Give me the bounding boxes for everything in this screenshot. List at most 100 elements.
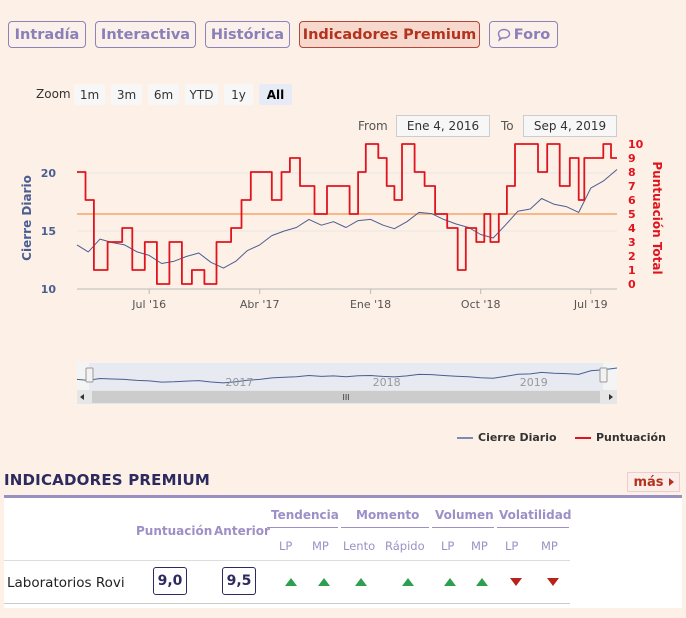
sub-momento-rapido: Rápido: [385, 539, 425, 553]
group-underline: [341, 527, 429, 528]
arrow-up-icon: [318, 578, 330, 586]
tab-label: Intradía: [14, 26, 80, 43]
sub-tendencia-lp: LP: [279, 539, 293, 553]
y-right-tick-label: 4: [628, 222, 636, 235]
y-left-tick-label: 20: [41, 167, 57, 180]
legend-item-puntuacion[interactable]: Puntuación: [575, 431, 666, 444]
tab-label: Indicadores Premium: [302, 26, 477, 43]
row-company-name[interactable]: Laboratorios Rovi: [7, 575, 125, 591]
zoom-3m-button[interactable]: 3m: [111, 84, 142, 105]
y-axis-right-title: Puntuación Total: [650, 161, 664, 274]
header-momento: Momento: [356, 508, 420, 522]
legend-swatch: [575, 436, 591, 439]
range-to-label: To: [501, 119, 514, 133]
header-puntuacion: Puntuación: [136, 524, 213, 538]
tab-label: Histórica: [210, 26, 285, 43]
navigator[interactable]: 2017 2018 2019 III: [76, 362, 618, 404]
x-tick-label: Jul '19: [573, 298, 608, 311]
tab-historica[interactable]: Histórica: [205, 21, 290, 48]
tab-label: Foro: [513, 26, 551, 43]
navigator-left-handle[interactable]: [85, 367, 94, 383]
y-right-tick-label: 0: [628, 278, 636, 291]
row-divider: [4, 603, 570, 604]
navigator-year-label: 2017: [225, 376, 253, 389]
caret-right-icon: [668, 478, 674, 486]
previous-score-box: 9,5: [222, 567, 256, 595]
header-volumen: Volumen: [435, 508, 494, 522]
sub-momento-lento: Lento: [343, 539, 376, 553]
y-left-tick-label: 10: [41, 283, 57, 296]
section-divider: [4, 495, 682, 498]
y-right-tick-label: 6: [628, 194, 636, 207]
x-tick-label: Oct '18: [461, 298, 501, 311]
legend-swatch: [457, 436, 473, 439]
header-divider: [4, 560, 570, 561]
arrow-down-icon: [547, 578, 559, 586]
navigator-year-label: 2019: [520, 376, 548, 389]
navigator-series-line: [76, 367, 618, 384]
scroll-left-arrow-icon[interactable]: [80, 394, 84, 400]
arrow-up-icon: [285, 578, 297, 586]
x-tick-label: Jul '16: [131, 298, 166, 311]
arrow-up-icon: [444, 578, 456, 586]
zoom-label: Zoom: [36, 87, 71, 101]
sub-volumen-lp: LP: [441, 539, 455, 553]
series-line-puntuacion: [77, 143, 617, 285]
score-box: 9,0: [153, 567, 187, 595]
legend-item-cierre[interactable]: Cierre Diario: [457, 431, 557, 444]
group-underline: [432, 527, 494, 528]
y-left-tick-label: 15: [41, 225, 56, 238]
y-right-tick-label: 10: [628, 138, 644, 151]
tab-intradia[interactable]: Intradía: [8, 21, 86, 48]
premium-table: Puntuación Anterior Tendencia LP MP Mome…: [4, 498, 682, 608]
arrow-down-icon: [510, 578, 522, 586]
tab-interactiva[interactable]: Interactiva: [95, 21, 196, 48]
sub-volatilidad-mp: MP: [541, 539, 558, 553]
scrollbar-grip: III: [342, 393, 349, 402]
arrow-up-icon: [402, 578, 414, 586]
sub-tendencia-mp: MP: [312, 539, 329, 553]
price-score-chart: Jul '16 Abr '17 Ene '18 Oct '18 Jul '19 1015…: [20, 138, 664, 404]
y-right-tick-label: 5: [628, 208, 636, 221]
range-to-input[interactable]: Sep 4, 2019: [523, 115, 617, 137]
tab-foro[interactable]: Foro: [489, 21, 558, 48]
y-axis-left-title: Cierre Diario: [20, 175, 34, 261]
arrow-up-icon: [355, 578, 367, 586]
x-tick-label: Ene '18: [350, 298, 391, 311]
y-right-tick-label: 3: [628, 236, 636, 249]
navigator-scrollbar-thumb[interactable]: [92, 391, 600, 403]
y-right-tick-label: 2: [628, 250, 636, 263]
group-underline: [267, 527, 338, 528]
y-right-tick-label: 8: [628, 166, 636, 179]
sub-volumen-mp: MP: [471, 539, 488, 553]
zoom-ytd-button[interactable]: YTD: [185, 84, 218, 105]
zoom-1y-button[interactable]: 1y: [224, 84, 253, 105]
header-volatilidad: Volatilidad: [499, 508, 572, 522]
x-tick-label: Abr '17: [240, 298, 280, 311]
range-from-input[interactable]: Ene 4, 2016: [396, 115, 490, 137]
header-tendencia: Tendencia: [271, 508, 339, 522]
series-line-cierre: [76, 169, 618, 269]
zoom-all-button[interactable]: All: [259, 84, 292, 105]
legend-label: Puntuación: [596, 431, 666, 444]
zoom-1m-button[interactable]: 1m: [74, 84, 105, 105]
navigator-right-handle[interactable]: [599, 367, 608, 383]
y-right-tick-label: 7: [628, 180, 636, 193]
more-label: más: [633, 474, 664, 490]
tab-label: Interactiva: [100, 26, 191, 43]
tab-indicadores-premium[interactable]: Indicadores Premium: [299, 21, 480, 48]
range-from-label: From: [358, 119, 388, 133]
group-underline: [497, 527, 569, 528]
chat-bubble-icon: [497, 28, 511, 42]
y-right-tick-label: 1: [628, 264, 636, 277]
sub-volatilidad-lp: LP: [505, 539, 519, 553]
more-button[interactable]: más: [627, 472, 680, 492]
arrow-up-icon: [476, 578, 488, 586]
y-right-tick-label: 9: [628, 152, 636, 165]
section-title: INDICADORES PREMIUM: [4, 471, 211, 489]
legend-label: Cierre Diario: [478, 431, 557, 444]
zoom-6m-button[interactable]: 6m: [148, 84, 179, 105]
scroll-right-arrow-icon[interactable]: [609, 394, 613, 400]
navigator-year-label: 2018: [373, 376, 401, 389]
